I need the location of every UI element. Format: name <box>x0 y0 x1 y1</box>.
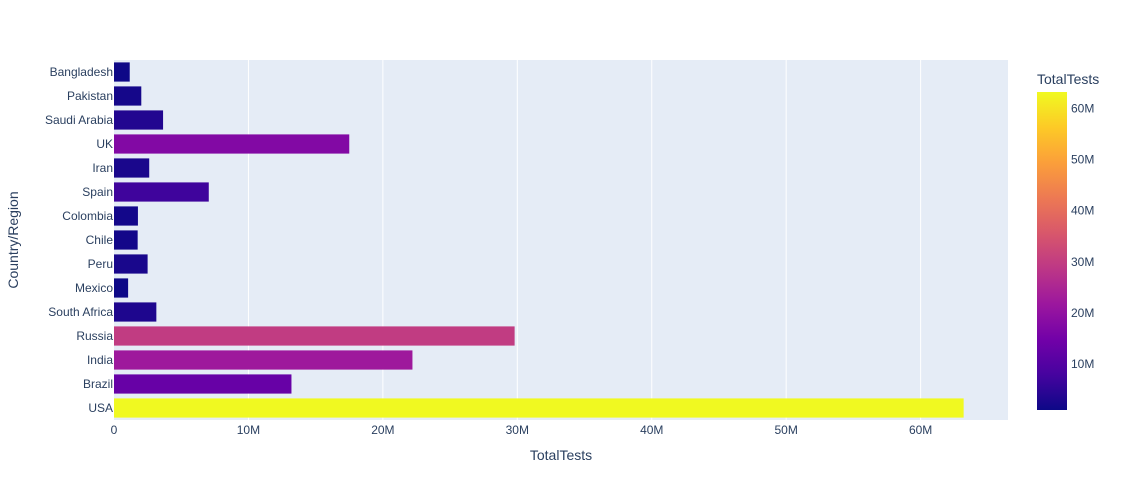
x-axis-ticks: 0 10M 20M 30M 40M 50M 60M <box>111 423 933 437</box>
bar <box>114 350 413 370</box>
y-tick-label: Pakistan <box>67 89 113 103</box>
bar <box>114 278 129 298</box>
x-tick-label: 30M <box>506 423 529 437</box>
bar <box>114 182 209 202</box>
bar <box>114 158 150 178</box>
y-tick-label: Saudi Arabia <box>45 113 113 127</box>
y-axis-title: Country/Region <box>5 191 21 288</box>
colorbar-tick-label: 20M <box>1071 306 1094 320</box>
colorbar-tick-label: 50M <box>1071 153 1094 167</box>
y-tick-label: Iran <box>92 161 113 175</box>
y-tick-label: Bangladesh <box>50 65 113 79</box>
x-tick-label: 20M <box>371 423 394 437</box>
bar <box>114 86 142 106</box>
y-tick-label: India <box>87 353 113 367</box>
colorbar-title: TotalTests <box>1037 71 1099 87</box>
colorbar-tick-label: 60M <box>1071 101 1094 115</box>
bars <box>114 62 964 418</box>
bar <box>114 302 157 322</box>
y-tick-label: South Africa <box>48 305 113 319</box>
x-tick-label: 40M <box>640 423 663 437</box>
y-tick-label: Mexico <box>75 281 113 295</box>
y-tick-label: USA <box>88 401 113 415</box>
x-axis-title: TotalTests <box>530 447 592 463</box>
bar <box>114 374 292 394</box>
bar <box>114 206 138 226</box>
bar <box>114 134 350 154</box>
colorbar-tick-label: 10M <box>1071 357 1094 371</box>
colorbar-ticks: 10M 20M 30M 40M 50M 60M <box>1071 101 1094 371</box>
y-tick-label: Russia <box>76 329 113 343</box>
bar <box>114 326 515 346</box>
x-tick-label: 10M <box>237 423 260 437</box>
x-tick-label: 60M <box>909 423 932 437</box>
y-tick-label: Spain <box>82 185 113 199</box>
colorbar-tick-label: 30M <box>1071 255 1094 269</box>
bar <box>114 254 148 274</box>
y-tick-label: Peru <box>88 257 113 271</box>
x-tick-label: 50M <box>775 423 798 437</box>
bar <box>114 398 964 418</box>
grid-lines <box>247 60 922 420</box>
colorbar-tick-label: 40M <box>1071 204 1094 218</box>
y-axis-ticks: USA Brazil India Russia South Africa Mexico Pe… <box>45 65 113 415</box>
y-tick-label: Brazil <box>83 377 113 391</box>
colorbar <box>1037 92 1067 410</box>
bar <box>114 110 164 130</box>
y-tick-label: Chile <box>86 233 114 247</box>
y-tick-label: Colombia <box>62 209 113 223</box>
bar <box>114 230 138 250</box>
bar <box>114 62 130 82</box>
y-tick-label: UK <box>96 137 113 151</box>
x-tick-label: 0 <box>111 423 118 437</box>
